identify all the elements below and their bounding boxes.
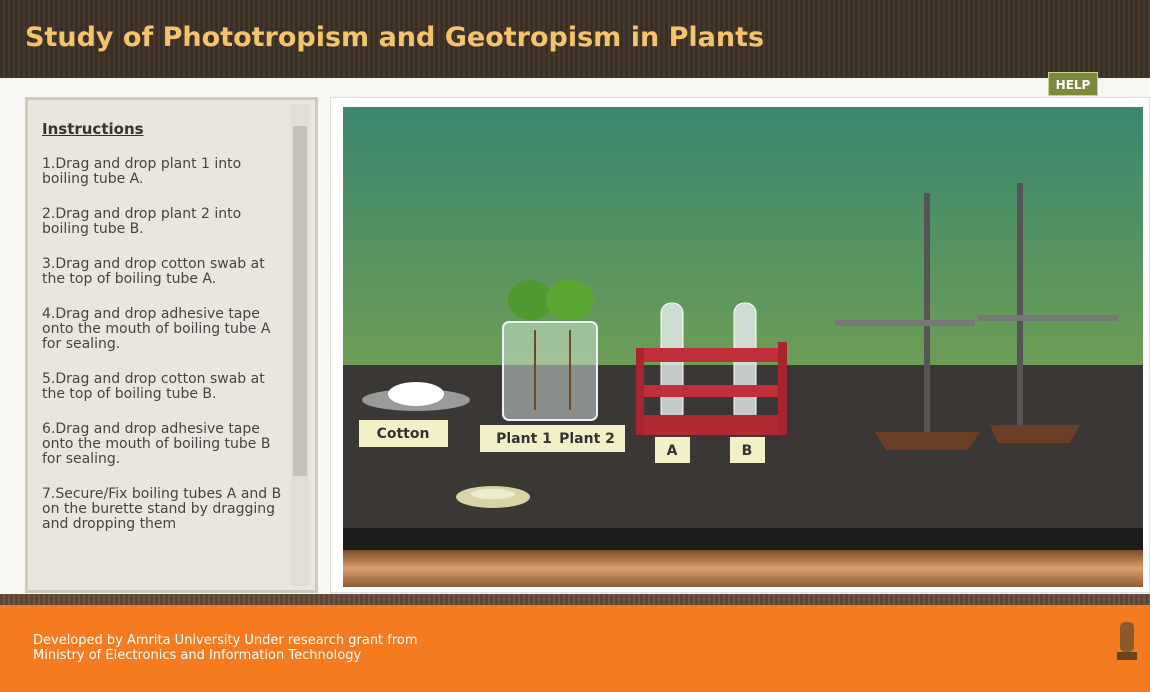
plants-beaker[interactable] (503, 280, 597, 420)
footer-text: Developed by Amrita University Under res… (33, 633, 418, 663)
footer: Developed by Amrita University Under res… (0, 605, 1150, 692)
footer-line: Developed by Amrita University Under res… (33, 633, 418, 648)
emblem (1112, 617, 1142, 667)
table-wood (343, 550, 1143, 587)
page: {"header": {"title": "Study of Phototrop… (0, 0, 1150, 692)
tube-a-label: A (667, 443, 678, 459)
plant2-label: Plant 2 (559, 431, 615, 447)
adhesive-tape[interactable] (456, 486, 530, 508)
cotton-label: Cotton (377, 426, 430, 442)
scene: Cotton Plant 1 Plant 2 A B (0, 0, 1150, 692)
plant1-label: Plant 1 (496, 431, 552, 447)
tube-b-label: B (742, 443, 753, 459)
footer-line: Ministry of Electronics and Information … (33, 648, 418, 663)
table-edge (343, 528, 1143, 552)
